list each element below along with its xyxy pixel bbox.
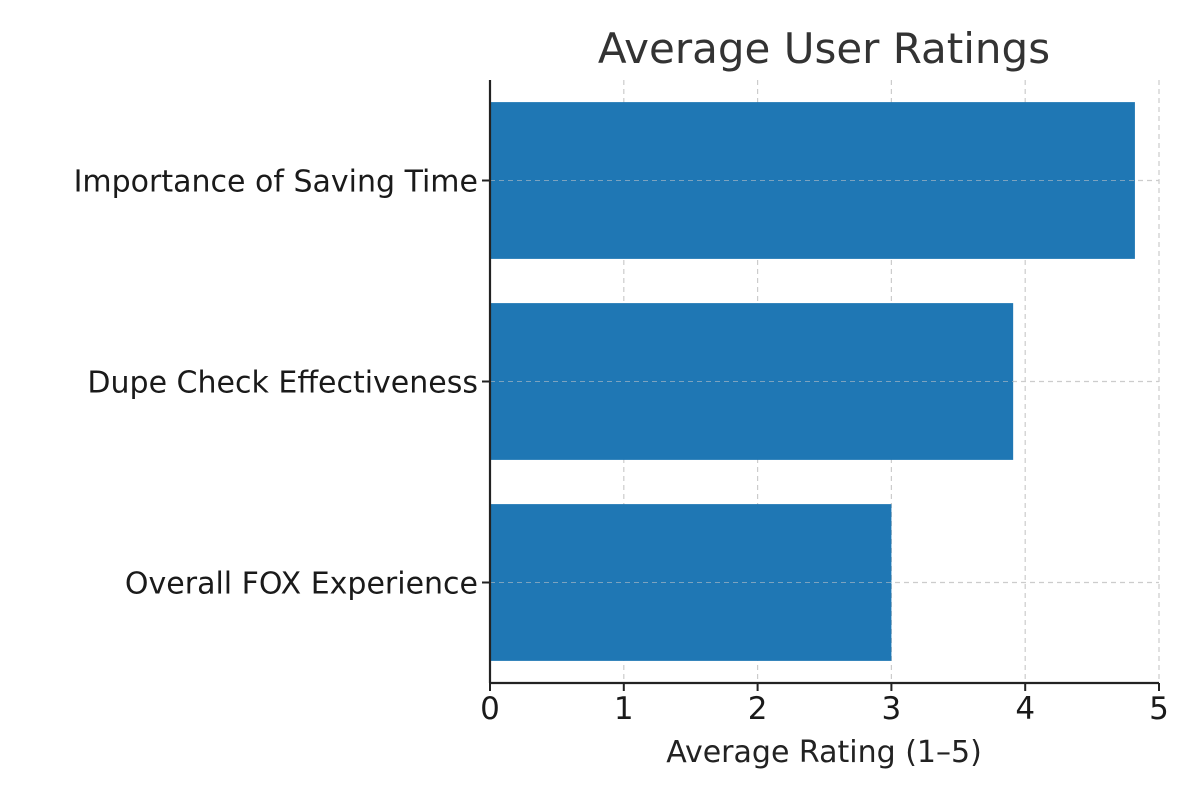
x-tick-label: 1 xyxy=(614,691,634,727)
x-tick-label: 2 xyxy=(748,691,768,727)
bar xyxy=(490,102,1135,259)
bars xyxy=(490,102,1135,661)
x-tick-label: 0 xyxy=(480,691,500,727)
y-tick-label: Overall FOX Experience xyxy=(125,567,478,602)
x-axis-label: Average Rating (1–5) xyxy=(666,735,982,770)
x-tick-label: 4 xyxy=(1015,691,1035,727)
x-tick-label: 5 xyxy=(1149,691,1169,727)
y-tick-label: Importance of Saving Time xyxy=(74,165,478,200)
x-tick-label: 3 xyxy=(882,691,902,727)
axes: Importance of Saving Time Dupe Check Effe… xyxy=(74,80,1169,727)
chart-title: Average User Ratings xyxy=(598,24,1050,73)
y-tick-label: Dupe Check Effectiveness xyxy=(87,366,478,401)
